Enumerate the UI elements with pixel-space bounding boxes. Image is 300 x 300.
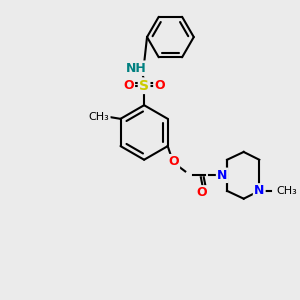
Text: CH₃: CH₃ xyxy=(277,186,298,196)
Text: O: O xyxy=(154,79,165,92)
Text: N: N xyxy=(217,169,227,182)
Text: O: O xyxy=(196,186,207,199)
Text: O: O xyxy=(168,155,179,168)
Text: S: S xyxy=(139,79,149,93)
Text: NH: NH xyxy=(126,62,147,75)
Text: CH₃: CH₃ xyxy=(89,112,110,122)
Text: N: N xyxy=(254,184,265,197)
Text: O: O xyxy=(123,79,134,92)
